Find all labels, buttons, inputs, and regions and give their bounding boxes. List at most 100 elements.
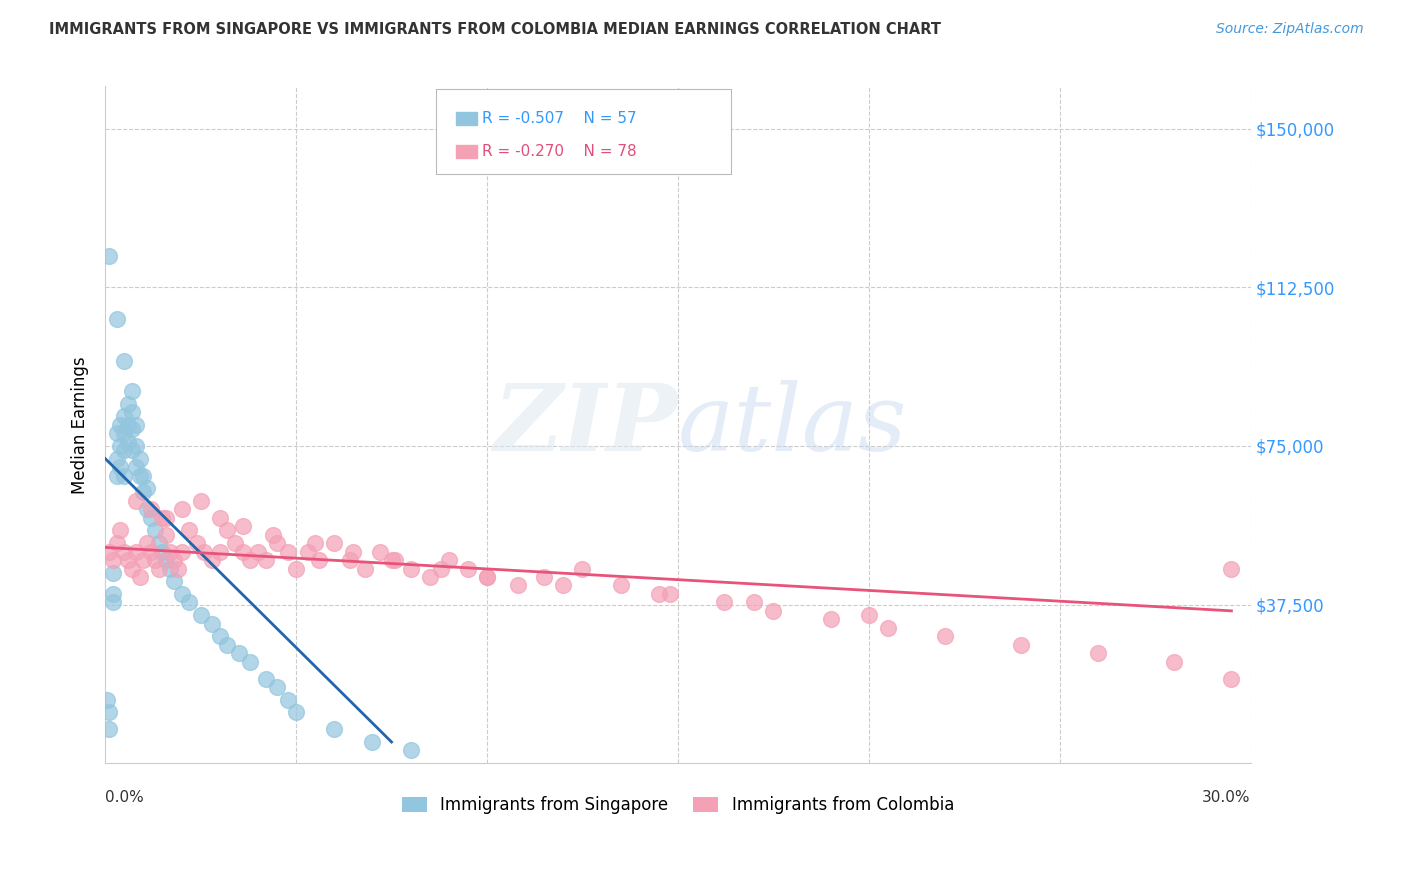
Point	[105, 312, 128, 326]
Point	[112, 354, 135, 368]
Point	[148, 561, 170, 575]
Point	[155, 510, 177, 524]
Legend: Immigrants from Singapore, Immigrants from Colombia: Immigrants from Singapore, Immigrants fr…	[394, 788, 962, 822]
Point	[117, 417, 139, 432]
Point	[186, 536, 208, 550]
Point	[297, 544, 319, 558]
Point	[128, 468, 150, 483]
Point	[128, 451, 150, 466]
Point	[224, 536, 246, 550]
Point	[110, 524, 132, 538]
Point	[285, 561, 308, 575]
Point	[609, 578, 631, 592]
Point	[384, 553, 406, 567]
Point	[132, 485, 155, 500]
Point	[713, 595, 735, 609]
Point	[246, 544, 269, 558]
Point	[179, 524, 201, 538]
Point	[342, 544, 364, 558]
Point	[152, 510, 174, 524]
Point	[96, 692, 118, 706]
Point	[380, 553, 402, 567]
Point	[232, 544, 254, 558]
Point	[132, 553, 155, 567]
Point	[475, 570, 498, 584]
Point	[98, 723, 121, 737]
Point	[1011, 638, 1033, 652]
Point	[201, 553, 224, 567]
Point	[105, 451, 128, 466]
Point	[277, 544, 299, 558]
Point	[254, 672, 277, 686]
Point	[112, 409, 135, 424]
Point	[361, 735, 384, 749]
Point	[254, 553, 277, 567]
Point	[201, 616, 224, 631]
Point	[190, 494, 212, 508]
Point	[152, 544, 174, 558]
Text: R = -0.270    N = 78: R = -0.270 N = 78	[482, 145, 637, 159]
Text: Source: ZipAtlas.com: Source: ZipAtlas.com	[1216, 22, 1364, 37]
Point	[208, 544, 231, 558]
Point	[105, 468, 128, 483]
Point	[139, 502, 162, 516]
Point	[98, 706, 121, 720]
Point	[148, 536, 170, 550]
Point	[239, 655, 262, 669]
Point	[98, 544, 121, 558]
Point	[155, 553, 177, 567]
Point	[190, 608, 212, 623]
Point	[170, 544, 193, 558]
Point	[110, 417, 132, 432]
Point	[208, 510, 231, 524]
Point	[112, 468, 135, 483]
Point	[125, 417, 148, 432]
Point	[820, 612, 842, 626]
Point	[170, 587, 193, 601]
Point	[125, 460, 148, 475]
Text: 0.0%: 0.0%	[105, 790, 143, 805]
Point	[121, 384, 143, 398]
Y-axis label: Median Earnings: Median Earnings	[72, 356, 89, 493]
Point	[101, 566, 124, 580]
Point	[105, 426, 128, 441]
Point	[143, 553, 166, 567]
Point	[437, 553, 460, 567]
Point	[125, 494, 148, 508]
Point	[475, 570, 498, 584]
Point	[648, 587, 671, 601]
Point	[121, 443, 143, 458]
Point	[368, 544, 391, 558]
Point	[117, 396, 139, 410]
Point	[132, 468, 155, 483]
Point	[217, 524, 239, 538]
Text: ZIP: ZIP	[494, 380, 678, 470]
Point	[136, 536, 159, 550]
Point	[419, 570, 441, 584]
Point	[163, 574, 186, 589]
Point	[533, 570, 555, 584]
Point	[239, 553, 262, 567]
Point	[285, 706, 308, 720]
Point	[277, 692, 299, 706]
Point	[136, 502, 159, 516]
Point	[457, 561, 479, 575]
Text: IMMIGRANTS FROM SINGAPORE VS IMMIGRANTS FROM COLOMBIA MEDIAN EARNINGS CORRELATIO: IMMIGRANTS FROM SINGAPORE VS IMMIGRANTS …	[49, 22, 941, 37]
Text: atlas: atlas	[678, 380, 907, 470]
Text: 30.0%: 30.0%	[1202, 790, 1250, 805]
Point	[553, 578, 575, 592]
Point	[155, 527, 177, 541]
Point	[232, 519, 254, 533]
Point	[353, 561, 375, 575]
Point	[339, 553, 361, 567]
Point	[125, 544, 148, 558]
Point	[101, 595, 124, 609]
Point	[117, 553, 139, 567]
Point	[858, 608, 880, 623]
Point	[159, 561, 181, 575]
Point	[659, 587, 682, 601]
Point	[262, 527, 284, 541]
Point	[128, 570, 150, 584]
Point	[876, 621, 898, 635]
Point	[117, 434, 139, 449]
